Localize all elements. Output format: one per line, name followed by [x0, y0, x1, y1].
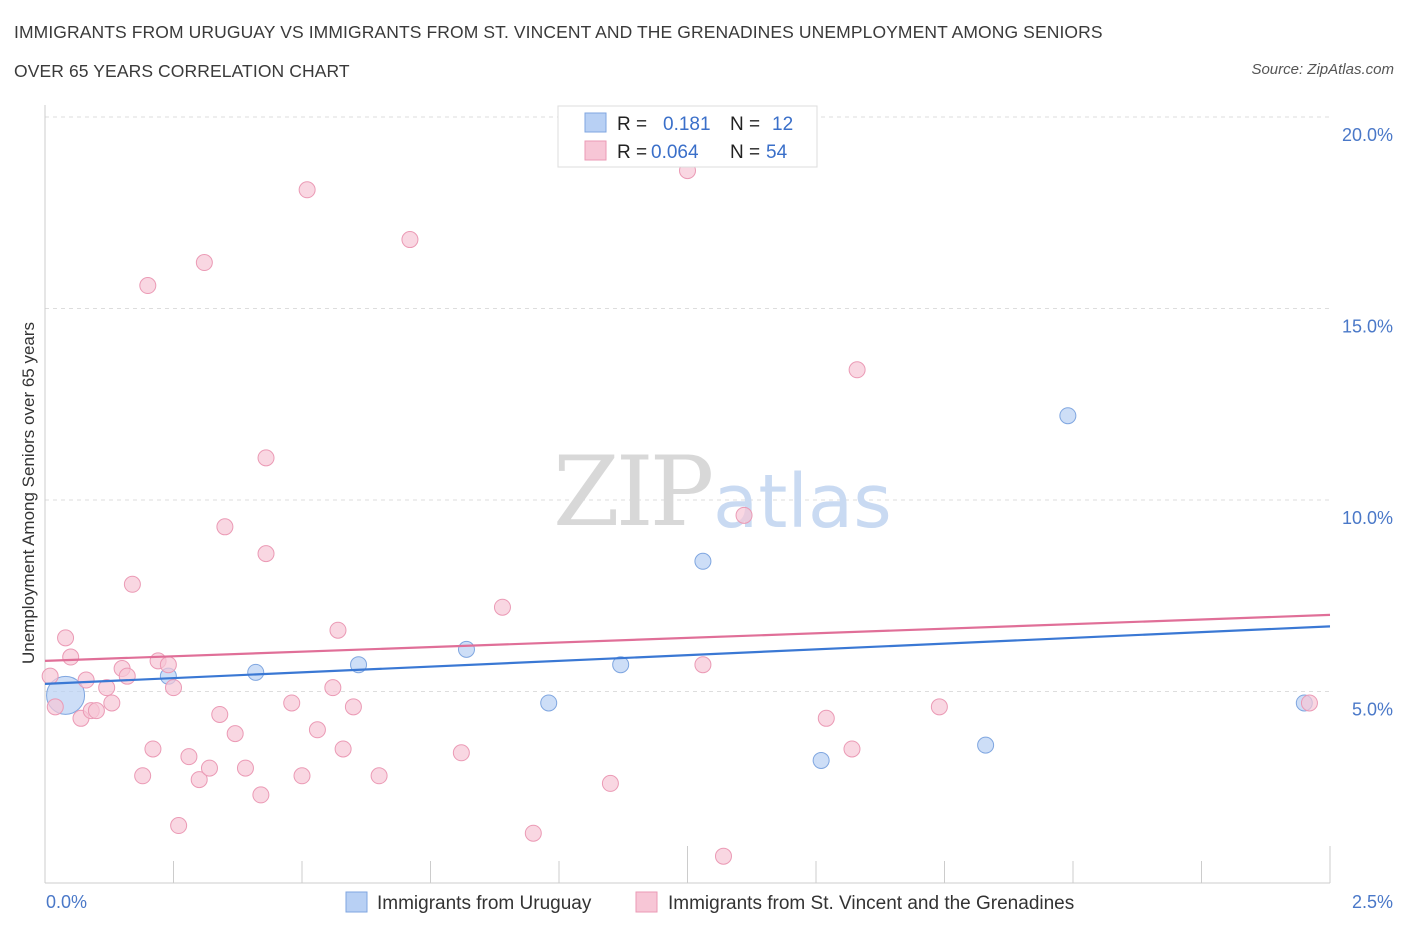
chart-title-line-2: OVER 65 YEARS CORRELATION CHART: [14, 61, 350, 81]
stats-r-value: 0.181: [663, 114, 711, 135]
point-st-vincent: [165, 679, 182, 697]
x-tick-label: 0.0%: [46, 892, 87, 912]
stats-n-label: N =: [730, 114, 760, 135]
stats-r-value: 0.064: [651, 142, 699, 163]
point-st-vincent: [200, 759, 218, 777]
point-st-vincent: [159, 656, 177, 674]
point-st-vincent: [370, 767, 388, 785]
stats-n-value: 54: [766, 142, 788, 163]
watermark-zip: ZIP: [553, 436, 712, 548]
legend: Immigrants from Uruguay Immigrants from …: [345, 891, 1074, 914]
point-uruguay: [812, 751, 830, 769]
point-uruguay: [694, 552, 712, 570]
point-st-vincent: [180, 748, 198, 766]
point-uruguay: [247, 663, 265, 681]
point-st-vincent: [77, 671, 95, 689]
point-st-vincent: [1300, 694, 1318, 712]
point-st-vincent: [62, 648, 80, 666]
x-tick-label: 2.5%: [1352, 892, 1393, 912]
stats-n-value: 12: [772, 114, 793, 135]
point-st-vincent: [848, 361, 866, 379]
point-uruguay: [1059, 407, 1077, 425]
point-st-vincent: [329, 621, 347, 639]
point-st-vincent: [524, 824, 542, 842]
watermark: ZIP atlas: [553, 436, 892, 548]
y-tick-label: 5.0%: [1352, 700, 1393, 720]
point-st-vincent: [324, 679, 342, 697]
point-st-vincent: [195, 254, 213, 272]
point-st-vincent: [226, 725, 244, 743]
data-points: [41, 162, 1318, 865]
point-st-vincent: [843, 740, 861, 758]
point-st-vincent: [57, 629, 75, 647]
trend-lines: [44, 613, 1331, 685]
point-st-vincent: [817, 709, 835, 727]
trend-line-uruguay: [44, 625, 1331, 685]
point-st-vincent: [714, 847, 732, 865]
point-st-vincent: [694, 656, 712, 674]
point-st-vincent: [252, 786, 270, 804]
y-tick-label: 20.0%: [1342, 125, 1393, 145]
point-st-vincent: [41, 667, 59, 685]
point-st-vincent: [144, 740, 162, 758]
stats-swatch-st-vincent: [584, 140, 607, 161]
y-tick-label: 15.0%: [1342, 317, 1393, 337]
point-uruguay: [977, 736, 995, 754]
point-st-vincent: [87, 702, 105, 720]
watermark-atlas: atlas: [713, 459, 892, 545]
point-st-vincent: [103, 694, 121, 712]
point-st-vincent: [283, 694, 301, 712]
stats-box: R = 0.181 N = 12 R = 0.064 N = 54: [557, 105, 818, 168]
point-st-vincent: [46, 698, 64, 716]
point-st-vincent: [190, 771, 208, 789]
y-tick-labels: 5.0% 10.0% 15.0% 20.0%: [1342, 125, 1393, 720]
legend-swatch-st-vincent: [635, 891, 658, 913]
legend-label-uruguay: Immigrants from Uruguay: [377, 893, 592, 914]
point-st-vincent: [293, 767, 311, 785]
stats-swatch-uruguay: [584, 112, 607, 133]
point-st-vincent: [139, 277, 157, 295]
source-credit: Source: ZipAtlas.com: [1251, 61, 1394, 78]
point-st-vincent: [211, 705, 229, 723]
point-uruguay: [457, 640, 475, 658]
point-st-vincent: [452, 744, 470, 762]
stats-r-label: R =: [617, 142, 647, 163]
point-st-vincent: [298, 181, 316, 199]
legend-swatch-uruguay: [345, 891, 368, 913]
point-st-vincent: [236, 759, 254, 777]
gridlines: [45, 116, 1330, 692]
trend-line-st-vincent: [44, 613, 1331, 662]
point-st-vincent: [134, 767, 152, 785]
point-st-vincent: [735, 506, 753, 524]
stats-r-label: R =: [617, 114, 647, 135]
legend-label-st-vincent: Immigrants from St. Vincent and the Gren…: [668, 893, 1074, 914]
point-st-vincent: [123, 575, 141, 593]
point-st-vincent: [257, 545, 275, 563]
y-tick-label: 10.0%: [1342, 508, 1393, 528]
point-st-vincent: [401, 231, 419, 249]
chart-title-line-1: IMMIGRANTS FROM URUGUAY VS IMMIGRANTS FR…: [14, 22, 1103, 42]
x-tick-labels: 0.0% 2.5%: [46, 892, 1393, 912]
point-st-vincent: [216, 518, 234, 536]
point-st-vincent: [344, 698, 362, 716]
point-st-vincent: [493, 598, 511, 616]
point-uruguay: [540, 694, 558, 712]
stats-n-label: N =: [730, 142, 760, 163]
point-st-vincent: [257, 449, 275, 467]
point-st-vincent: [930, 698, 948, 716]
point-st-vincent: [98, 679, 116, 697]
point-st-vincent: [170, 817, 188, 835]
y-axis-label: Unemployment Among Seniors over 65 years: [19, 322, 38, 664]
point-st-vincent: [601, 774, 619, 792]
point-st-vincent: [118, 667, 136, 685]
point-st-vincent: [334, 740, 352, 758]
point-st-vincent: [308, 721, 326, 739]
point-uruguay: [612, 656, 630, 674]
axes: [44, 105, 1331, 884]
